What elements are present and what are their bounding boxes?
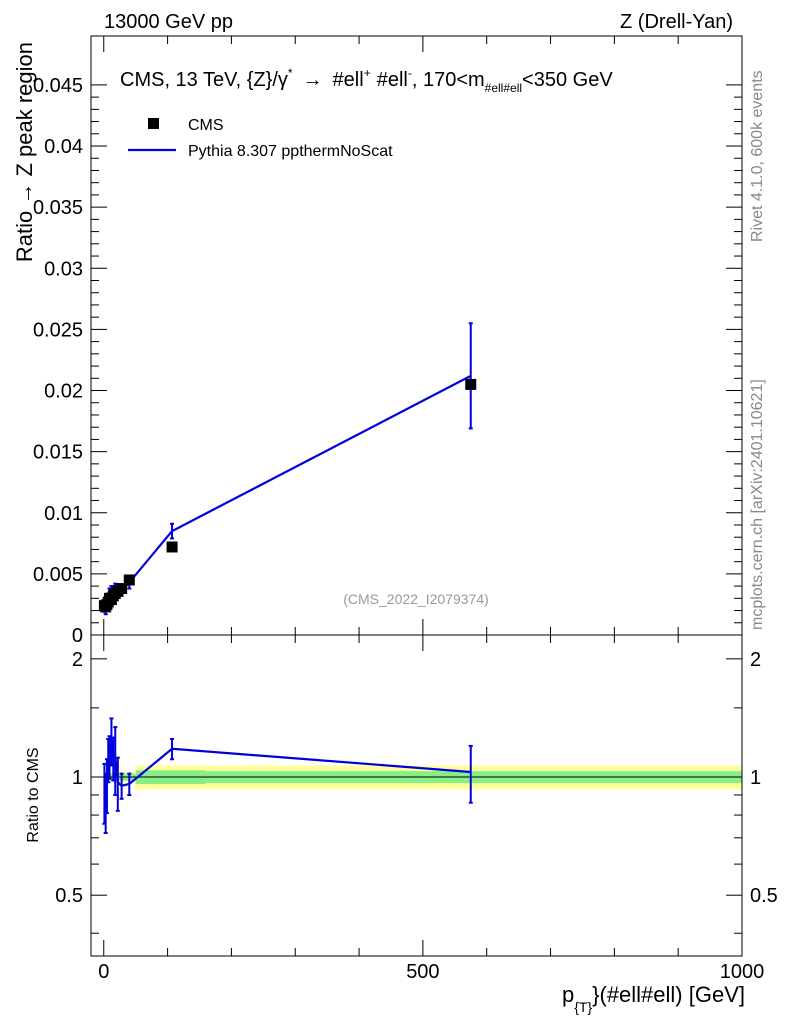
ratio-y-tick-label-left: 1 <box>72 767 83 789</box>
title-arrow: → <box>303 69 323 91</box>
header-right: Z (Drell-Yan) <box>620 11 733 33</box>
title-plus: + <box>364 66 371 80</box>
ratio-y-tick-label-left: 2 <box>72 649 83 671</box>
title-ell-1: #ell <box>333 69 364 91</box>
title-range-sub: #ell#ell <box>485 81 522 95</box>
cms-data-point <box>465 378 477 390</box>
mcplots-label: mcplots.cern.ch [arXiv:2401.10621] <box>749 379 766 630</box>
title-range-b: <350 GeV <box>522 69 613 91</box>
main-y-tick-label: 0.045 <box>33 75 83 97</box>
main-y-tick-label: 0.005 <box>33 564 83 586</box>
cms-data-point <box>116 583 128 595</box>
main-x-ticks <box>103 36 743 635</box>
main-panel: 0 0.005 0.01 0.015 0.02 0.025 0.03 0.035 0.04 0.0… <box>33 35 743 647</box>
ratio-y-tick-label-left: 0.5 <box>55 885 83 907</box>
ratio-x-ticks: 0 500 1000 <box>98 635 764 983</box>
ratio-x-tick-label: 1000 <box>720 961 765 983</box>
ratio-y-tick-label-right: 2 <box>750 649 761 671</box>
cms-data-points <box>98 378 477 613</box>
legend-mc-label: Pythia 8.307 ppthermNoScat <box>188 143 393 160</box>
legend-data-label: CMS <box>188 117 224 134</box>
plot-title: CMS, 13 TeV, {Z}/γ* → #ell+ #ell-, 170<m#el… <box>120 66 613 95</box>
x-label-sub: {T} <box>574 999 592 1015</box>
ratio-frame <box>90 634 743 957</box>
title-minus: - <box>408 66 412 80</box>
main-y-axis-label: Ratio → Z peak region <box>12 42 37 262</box>
x-label-rest: }(#ell#ell) [GeV] <box>592 982 745 1007</box>
ratio-error-bars <box>102 717 473 835</box>
x-label-p: p <box>562 982 574 1007</box>
title-main: CMS, 13 TeV, {Z}/γ <box>120 69 288 91</box>
ratio-y-ticks: 0.5 0.5 1 1 2 2 <box>55 649 778 934</box>
title-ell-2: #ell <box>377 69 408 91</box>
main-y-tick-label: 0.04 <box>44 136 83 158</box>
cms-data-point <box>166 541 178 553</box>
analysis-watermark: (CMS_2022_I2079374) <box>343 591 489 607</box>
main-y-tick-label: 0.025 <box>33 319 83 341</box>
rivet-label: Rivet 4.1.0, 600k events <box>749 70 766 242</box>
main-y-tick-label: 0.01 <box>44 503 83 525</box>
legend-data-marker <box>148 118 159 129</box>
x-axis-label: p{T}}(#ell#ell) [GeV] <box>562 982 745 1015</box>
ratio-y-tick-label-right: 1 <box>750 767 761 789</box>
mc-line <box>103 374 472 614</box>
cms-data-point <box>123 574 135 586</box>
ratio-x-tick-label: 500 <box>406 961 439 983</box>
mc-error-bars <box>102 322 473 616</box>
ratio-y-axis-label: Ratio to CMS <box>25 747 42 842</box>
ratio-x-tick-label: 0 <box>98 961 109 983</box>
header-left: 13000 GeV pp <box>104 11 233 33</box>
ratio-y-tick-label-right: 0.5 <box>750 885 778 907</box>
main-y-tick-label: 0.02 <box>44 381 83 403</box>
main-y-tick-label: 0.03 <box>44 258 83 280</box>
title-range-a: , 170<m <box>412 69 485 91</box>
main-y-tick-label: 0 <box>72 625 83 647</box>
main-y-tick-label: 0.035 <box>33 197 83 219</box>
title-star: * <box>288 66 293 80</box>
main-y-tick-label: 0.015 <box>33 442 83 464</box>
main-y-ticks: 0 0.005 0.01 0.015 0.02 0.025 0.03 0.035 0.04 0.0… <box>33 75 742 647</box>
ratio-panel: 0.5 0.5 1 1 2 2 0 500 1000 Ratio to CMS <box>25 634 778 983</box>
